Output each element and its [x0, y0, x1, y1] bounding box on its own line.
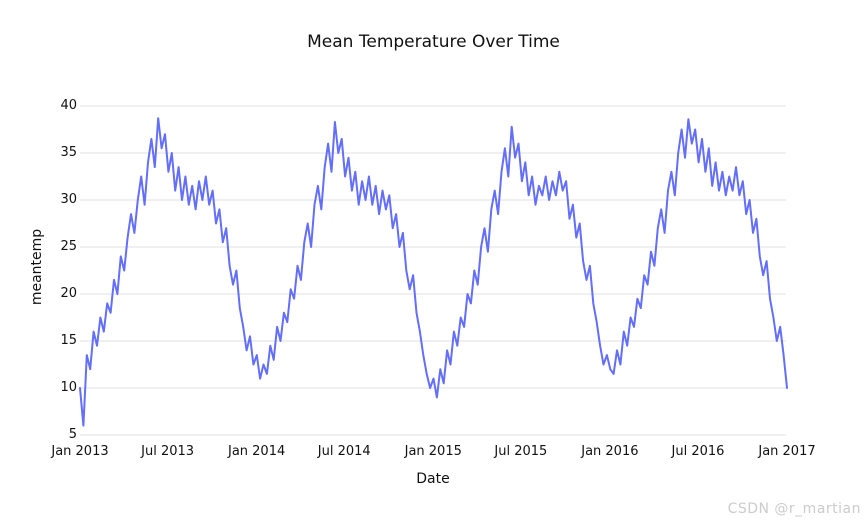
x-tick-label: Jul 2014 — [317, 444, 371, 459]
x-tick-label: Jan 2015 — [404, 444, 462, 459]
x-tick-label: Jan 2016 — [581, 444, 639, 459]
y-tick-label: 40 — [60, 98, 77, 113]
x-axis-title: Date — [416, 471, 450, 487]
y-tick-label: 15 — [60, 333, 77, 348]
y-tick-label: 20 — [60, 286, 77, 301]
x-tick-label: Jul 2016 — [671, 444, 725, 459]
x-tick-label: Jan 2017 — [758, 444, 816, 459]
x-tick-label: Jan 2013 — [51, 444, 109, 459]
x-tick-label: Jul 2015 — [494, 444, 548, 459]
y-tick-label: 10 — [60, 380, 77, 395]
y-tick-label: 35 — [60, 145, 77, 160]
y-tick-label: 30 — [60, 192, 77, 207]
meantemp-line-series[interactable] — [79, 117, 788, 427]
x-tick-label: Jan 2014 — [227, 444, 286, 459]
x-tick-label: Jul 2013 — [141, 444, 195, 459]
y-tick-label: 25 — [60, 239, 77, 254]
chart-title: Mean Temperature Over Time — [307, 32, 560, 52]
y-tick-label: 5 — [68, 427, 77, 442]
watermark: CSDN @r_martian — [727, 501, 861, 517]
